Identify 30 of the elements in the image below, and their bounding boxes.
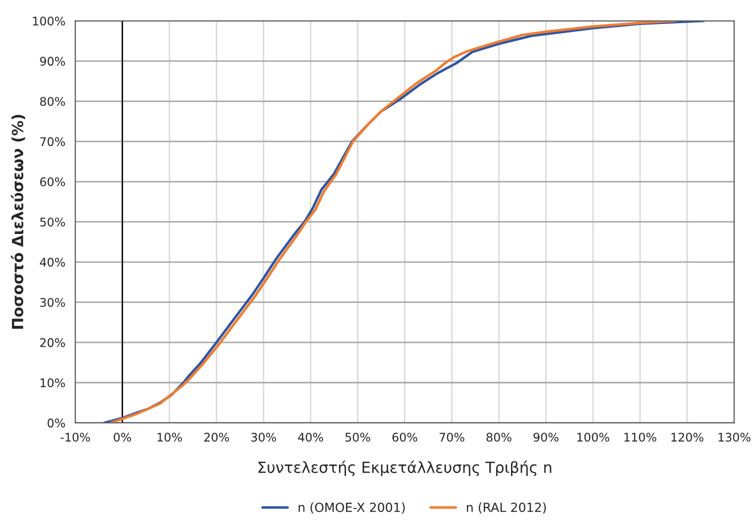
legend-label: n (RAL 2012)	[466, 502, 546, 514]
x-axis-title: Συντελεστής Εκμετάλλευσης Τριβής n	[258, 460, 552, 476]
y-tick-label: 50%	[40, 218, 65, 227]
x-tick-label: 130%	[718, 432, 750, 442]
y-tick-label: 60%	[40, 177, 65, 186]
y-tick-label: 100%	[33, 16, 65, 26]
y-tick-label: 10%	[40, 378, 65, 388]
x-tick-label: 110%	[624, 432, 656, 442]
x-tick-label: 60%	[392, 432, 418, 442]
y-tick-label: 30%	[40, 298, 65, 307]
x-tick-label: 100%	[577, 432, 610, 442]
x-tick-label: 80%	[486, 432, 512, 442]
y-axis-title: Ποσοστό Διελεύσεων (%)	[10, 114, 26, 329]
x-tick-label: 90%	[534, 432, 558, 442]
y-tick-label: 40%	[40, 258, 65, 267]
y-tick-label: 70%	[40, 137, 65, 146]
y-tick-label: 80%	[40, 96, 65, 106]
x-tick-label: 30%	[251, 432, 276, 442]
x-tick-label: 70%	[440, 432, 464, 442]
x-tick-label: 10%	[158, 432, 182, 442]
x-tick-label: 40%	[298, 432, 324, 442]
y-tick-label: 20%	[40, 338, 65, 348]
y-tick-label: 90%	[40, 56, 65, 66]
legend-label: n (OMOE-X 2001)	[298, 502, 405, 514]
y-tick-label: 0%	[48, 418, 65, 428]
x-tick-label: 50%	[345, 432, 370, 442]
x-tick-label: 0%	[114, 432, 132, 442]
x-tick-label: 20%	[204, 432, 229, 442]
x-tick-label: -10%	[60, 432, 90, 442]
x-tick-label: 120%	[672, 432, 704, 442]
